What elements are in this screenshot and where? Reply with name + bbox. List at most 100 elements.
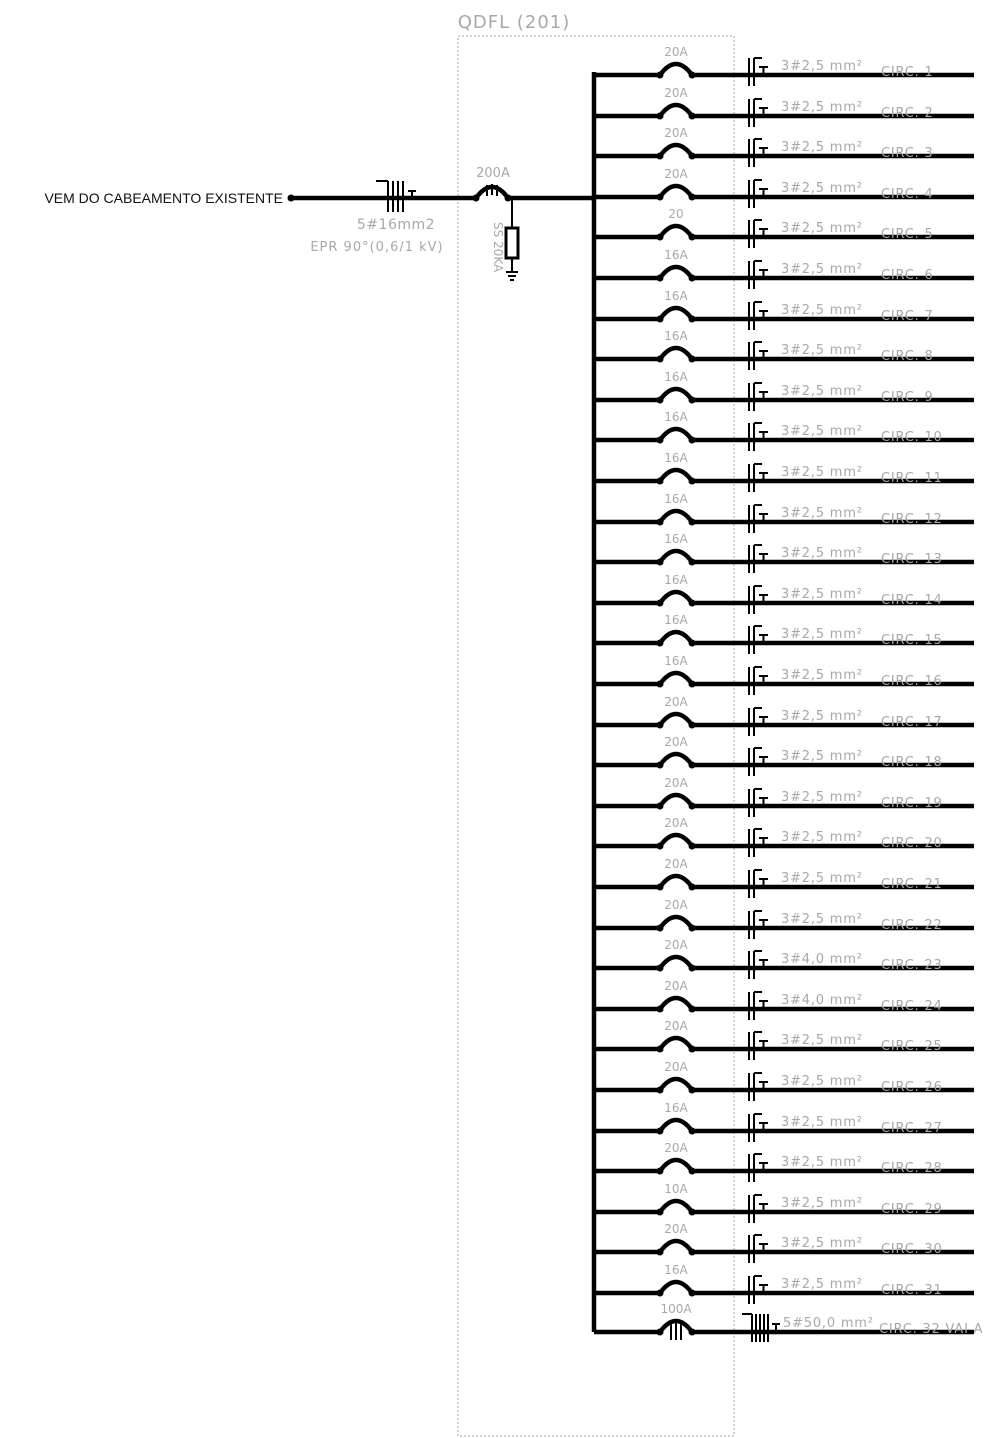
breaker-rating: 20A — [664, 1141, 688, 1155]
circuit-row: 20A 3#2,5 mm² CIRC. 17 — [594, 695, 974, 736]
circuit-row: 16A 3#2,5 mm² CIRC. 10 — [594, 410, 974, 451]
cable-label: 3#2,5 mm² — [781, 221, 863, 236]
breaker-rating: 16A — [664, 532, 688, 546]
breaker-symbol — [656, 345, 696, 363]
breaker-rating: 16A — [664, 1263, 688, 1277]
cable-mark — [748, 463, 768, 492]
cable-mark — [748, 585, 768, 614]
cable-label: 3#2,5 mm² — [781, 181, 863, 196]
cable-mark — [742, 1313, 780, 1342]
circuit-name: CIRC. 29 — [881, 1202, 943, 1217]
circuit-name: CIRC. 8 — [881, 349, 934, 364]
cable-mark — [748, 341, 768, 370]
circuit-row: 16A 3#2,5 mm² CIRC. 27 — [594, 1101, 974, 1142]
cable-label: 3#2,5 mm² — [781, 424, 863, 439]
breaker-rating: 20A — [664, 167, 688, 181]
breaker-symbol — [656, 873, 696, 891]
cable-mark — [748, 747, 768, 776]
cable-mark — [748, 869, 768, 898]
circuit-name: CIRC. 9 — [881, 390, 934, 405]
breaker-rating: 10A — [664, 1182, 688, 1196]
breaker-rating: 20A — [664, 979, 688, 993]
circuit-row: 16A 3#2,5 mm² CIRC. 7 — [594, 289, 974, 330]
cable-mark — [748, 1031, 768, 1060]
breaker-rating: 20A — [664, 816, 688, 830]
cable-mark — [748, 1194, 768, 1223]
breaker-rating: 20A — [664, 86, 688, 100]
cable-mark — [748, 788, 768, 817]
cable-label: 3#2,5 mm² — [781, 709, 863, 724]
breaker-symbol — [656, 142, 696, 160]
breaker-symbol — [656, 914, 696, 932]
cable-mark — [748, 625, 768, 654]
cable-label: 3#4,0 mm² — [781, 952, 863, 967]
cable-label: 3#2,5 mm² — [781, 587, 863, 602]
breaker-symbol — [656, 670, 696, 688]
cable-label: 3#4,0 mm² — [781, 993, 863, 1008]
cable-mark — [748, 179, 768, 208]
circuit-name: CIRC. 2 — [881, 106, 934, 121]
breaker-symbol — [656, 508, 696, 526]
cable-label: 3#2,5 mm² — [781, 384, 863, 399]
circuit-name: CIRC. 25 — [881, 1039, 943, 1054]
cable-mark — [748, 910, 768, 939]
cable-label: 3#2,5 mm² — [781, 1196, 863, 1211]
circuit-row: 20A 3#2,5 mm² CIRC. 30 — [594, 1222, 974, 1263]
breaker-symbol — [656, 589, 696, 607]
breaker-symbol — [656, 102, 696, 120]
breaker-rating: 16A — [664, 492, 688, 506]
breaker-symbol — [656, 1238, 696, 1256]
circuit-row: 16A 3#2,5 mm² CIRC. 12 — [594, 492, 974, 533]
cable-label: 3#2,5 mm² — [781, 830, 863, 845]
circuit-name: CIRC. 7 — [881, 309, 934, 324]
circuit-row: 16A 3#2,5 mm² CIRC. 31 — [594, 1263, 974, 1304]
breaker-rating: 20 — [668, 207, 683, 221]
cable-label: 3#2,5 mm² — [781, 668, 863, 683]
circuit-row: 20A 3#2,5 mm² CIRC. 21 — [594, 857, 974, 898]
cable-label: 3#2,5 mm² — [781, 871, 863, 886]
circuit-row: 16A 3#2,5 mm² CIRC. 6 — [594, 248, 974, 289]
circuit-name: CIRC. 15 — [881, 633, 943, 648]
breaker-symbol — [656, 832, 696, 850]
breaker-rating: 16A — [664, 613, 688, 627]
cable-mark — [748, 219, 768, 248]
circuit-row: 100A 5#50,0 mm² CIRC. 32 VAI A — [594, 1302, 983, 1342]
circuit-name: CIRC. 17 — [881, 715, 943, 730]
breaker-symbol — [656, 629, 696, 647]
cable-mark — [748, 544, 768, 573]
cable-label: 3#2,5 mm² — [781, 790, 863, 805]
cable-label: 3#2,5 mm² — [781, 1277, 863, 1292]
circuit-name: CIRC. 21 — [881, 877, 943, 892]
cable-label: 3#2,5 mm² — [781, 1155, 863, 1170]
cable-mark — [748, 1275, 768, 1304]
cable-mark — [748, 422, 768, 451]
breaker-rating: 16A — [664, 654, 688, 668]
circuit-row: 20A 3#2,5 mm² CIRC. 25 — [594, 1019, 974, 1060]
breaker-rating: 20A — [664, 898, 688, 912]
circuit-row: 16A 3#2,5 mm² CIRC. 11 — [594, 451, 974, 492]
cable-label: 3#2,5 mm² — [781, 749, 863, 764]
cable-mark — [748, 666, 768, 695]
circuit-row: 20A 3#4,0 mm² CIRC. 23 — [594, 938, 974, 979]
cable-mark — [748, 98, 768, 127]
breaker-symbol — [656, 467, 696, 485]
breaker-rating: 16A — [664, 329, 688, 343]
breaker-rating: 20A — [664, 1019, 688, 1033]
circuit-name: CIRC. 28 — [881, 1161, 943, 1176]
circuit-row: 20A 3#2,5 mm² CIRC. 1 — [594, 45, 974, 86]
panel-title: QDFL (201) — [458, 12, 571, 33]
cable-label: 3#2,5 mm² — [781, 912, 863, 927]
breaker-symbol — [656, 426, 696, 444]
breaker-symbol — [656, 1035, 696, 1053]
breaker-symbol — [656, 1076, 696, 1094]
cable-mark — [748, 57, 768, 86]
breaker-symbol — [656, 1198, 696, 1216]
cable-label: 5#50,0 mm² — [783, 1316, 874, 1331]
circuit-row: 16A 3#2,5 mm² CIRC. 13 — [594, 532, 974, 573]
breaker-symbol — [656, 1117, 696, 1135]
panel-frame — [457, 35, 735, 1437]
breaker-rating: 20A — [664, 45, 688, 59]
breaker-rating: 16A — [664, 1101, 688, 1115]
breaker-rating: 16A — [664, 451, 688, 465]
